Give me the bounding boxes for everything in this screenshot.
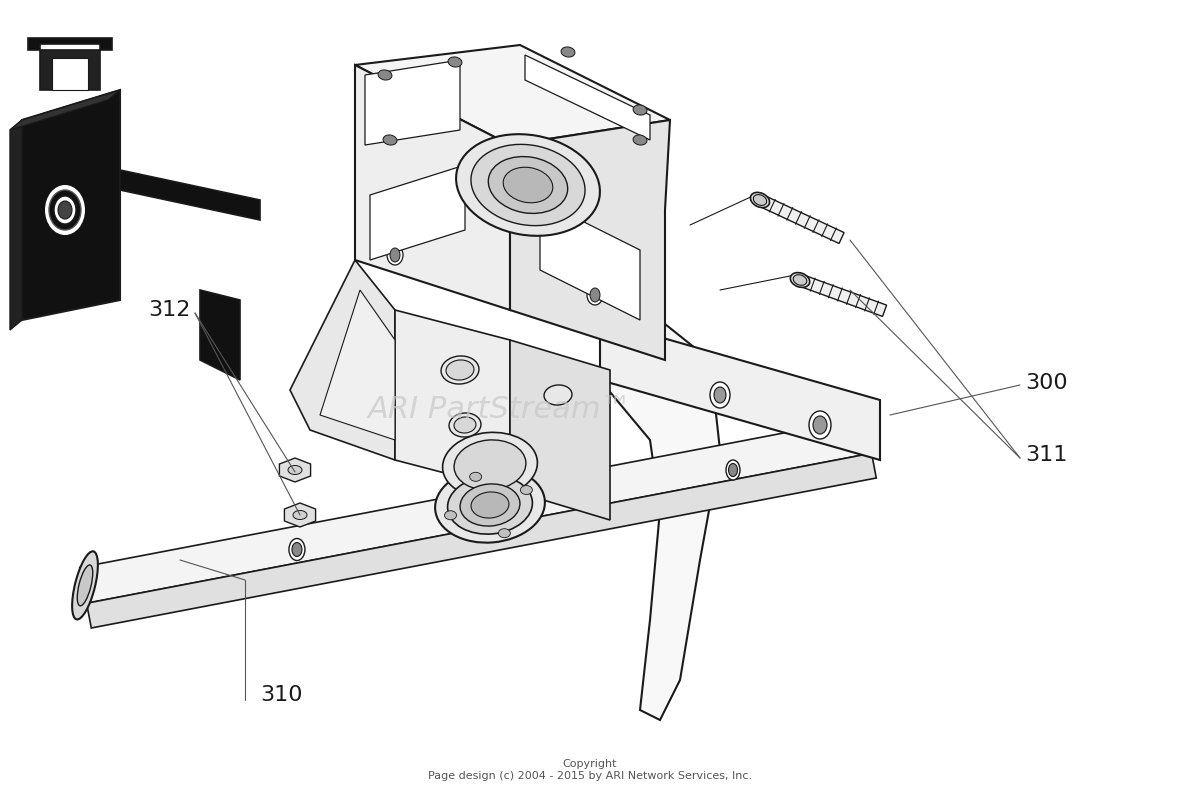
Polygon shape xyxy=(758,194,844,244)
Text: 300: 300 xyxy=(1025,373,1068,393)
Polygon shape xyxy=(355,45,670,145)
Ellipse shape xyxy=(750,193,769,207)
Ellipse shape xyxy=(448,57,461,67)
Ellipse shape xyxy=(460,484,520,526)
Polygon shape xyxy=(371,165,465,260)
Polygon shape xyxy=(355,65,510,310)
Ellipse shape xyxy=(445,511,457,520)
Ellipse shape xyxy=(471,492,509,518)
Ellipse shape xyxy=(714,387,726,403)
Polygon shape xyxy=(395,310,510,490)
Ellipse shape xyxy=(457,134,599,236)
Ellipse shape xyxy=(632,135,647,145)
Ellipse shape xyxy=(435,467,545,543)
Ellipse shape xyxy=(489,156,568,214)
Ellipse shape xyxy=(442,433,537,497)
Ellipse shape xyxy=(470,472,481,481)
Polygon shape xyxy=(80,417,872,603)
Ellipse shape xyxy=(293,510,307,519)
Ellipse shape xyxy=(288,466,302,475)
Polygon shape xyxy=(290,260,395,460)
Text: Copyright
Page design (c) 2004 - 2015 by ARI Network Services, Inc.: Copyright Page design (c) 2004 - 2015 by… xyxy=(428,759,752,781)
Polygon shape xyxy=(510,340,610,520)
Text: ARI PartStream™: ARI PartStream™ xyxy=(368,395,632,424)
Ellipse shape xyxy=(378,70,392,80)
Polygon shape xyxy=(510,120,670,360)
Polygon shape xyxy=(320,290,395,440)
Polygon shape xyxy=(798,275,886,317)
Ellipse shape xyxy=(58,201,72,219)
Polygon shape xyxy=(28,38,112,50)
Ellipse shape xyxy=(450,413,481,437)
Polygon shape xyxy=(599,320,720,720)
Ellipse shape xyxy=(54,196,76,224)
Ellipse shape xyxy=(391,248,400,262)
Text: 311: 311 xyxy=(1025,445,1068,465)
Polygon shape xyxy=(284,503,315,527)
Ellipse shape xyxy=(45,185,85,235)
Ellipse shape xyxy=(447,475,532,534)
Polygon shape xyxy=(86,454,877,628)
Polygon shape xyxy=(199,290,240,380)
Ellipse shape xyxy=(471,144,585,226)
Ellipse shape xyxy=(446,360,474,380)
Ellipse shape xyxy=(498,529,511,538)
Ellipse shape xyxy=(728,463,738,476)
Ellipse shape xyxy=(289,539,304,561)
Ellipse shape xyxy=(753,194,767,206)
Ellipse shape xyxy=(503,167,552,202)
Polygon shape xyxy=(52,58,88,90)
Ellipse shape xyxy=(454,440,526,490)
Polygon shape xyxy=(22,90,120,320)
Polygon shape xyxy=(599,320,880,460)
Ellipse shape xyxy=(791,273,809,288)
Ellipse shape xyxy=(72,552,98,620)
Ellipse shape xyxy=(454,417,476,433)
Ellipse shape xyxy=(726,460,740,480)
Ellipse shape xyxy=(544,385,572,405)
Polygon shape xyxy=(540,200,640,320)
Ellipse shape xyxy=(520,485,532,494)
Ellipse shape xyxy=(441,356,479,384)
Polygon shape xyxy=(9,90,120,130)
Polygon shape xyxy=(40,50,100,90)
Text: 310: 310 xyxy=(260,685,302,705)
Polygon shape xyxy=(120,170,260,220)
Ellipse shape xyxy=(590,288,599,302)
Ellipse shape xyxy=(291,543,302,556)
Ellipse shape xyxy=(710,382,730,408)
Ellipse shape xyxy=(793,275,807,285)
Ellipse shape xyxy=(632,105,647,115)
Text: 312: 312 xyxy=(148,300,190,320)
Ellipse shape xyxy=(387,245,404,265)
Ellipse shape xyxy=(384,135,396,145)
Polygon shape xyxy=(9,120,22,330)
Ellipse shape xyxy=(50,190,81,230)
Polygon shape xyxy=(525,55,650,140)
Ellipse shape xyxy=(813,416,827,434)
Ellipse shape xyxy=(809,411,831,439)
Ellipse shape xyxy=(560,47,575,57)
Polygon shape xyxy=(280,458,310,482)
Polygon shape xyxy=(365,60,460,145)
Ellipse shape xyxy=(77,565,93,606)
Ellipse shape xyxy=(586,285,603,305)
